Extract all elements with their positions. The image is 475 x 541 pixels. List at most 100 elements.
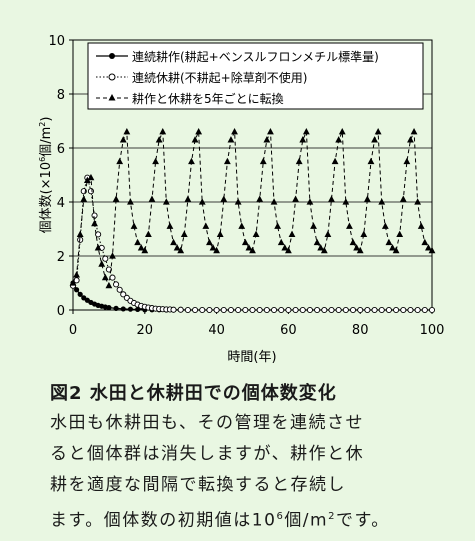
data-point xyxy=(393,306,400,314)
data-point xyxy=(94,244,102,251)
data-point xyxy=(371,306,378,314)
data-point xyxy=(295,157,303,165)
data-point xyxy=(91,212,98,219)
y-axis-title-part1: 個体数(×10 xyxy=(39,162,54,234)
data-point xyxy=(385,306,392,314)
data-point xyxy=(162,198,170,205)
data-point xyxy=(170,238,177,246)
data-point xyxy=(306,306,313,314)
data-point xyxy=(123,128,131,135)
data-point xyxy=(112,195,120,202)
data-point xyxy=(299,306,306,314)
data-point xyxy=(109,274,116,281)
y-tick-label: 8 xyxy=(57,88,65,103)
data-point xyxy=(285,306,292,314)
grid-lines xyxy=(73,93,432,257)
data-point xyxy=(180,230,188,237)
y-axis-title-part3: ) xyxy=(39,117,54,122)
data-point xyxy=(127,198,134,205)
x-tick-label: 40 xyxy=(208,323,225,338)
data-point xyxy=(144,230,152,237)
y-tick-label: 10 xyxy=(48,34,65,49)
x-axis-ticks: 0 20 40 60 80 100 xyxy=(69,310,445,338)
y-tick-label: 6 xyxy=(57,142,65,157)
data-point xyxy=(91,219,98,227)
data-point xyxy=(77,291,83,297)
data-point xyxy=(256,306,263,314)
legend-entry-3: 耕作と休耕を5年ごとに転換 xyxy=(96,91,284,106)
caption-line-1: 水田も休耕田も、その管理を連続させ xyxy=(50,413,364,433)
caption-line-4-exp2: 2 xyxy=(328,511,336,522)
data-point xyxy=(356,246,364,254)
data-point xyxy=(278,306,285,314)
data-point xyxy=(101,273,109,281)
data-point xyxy=(399,195,407,202)
data-point xyxy=(263,306,270,314)
x-axis-title: 時間(年) xyxy=(227,350,276,365)
data-point xyxy=(130,222,138,229)
data-point xyxy=(288,230,296,237)
data-point xyxy=(270,306,278,314)
data-point xyxy=(206,238,213,246)
data-point xyxy=(105,266,112,273)
data-point xyxy=(113,281,120,288)
data-point xyxy=(328,195,335,202)
data-point xyxy=(216,230,224,237)
data-point xyxy=(381,222,389,229)
data-point xyxy=(202,222,210,229)
y-axis-title: 個体数(×106個/m2) xyxy=(38,117,54,234)
x-tick-label: 100 xyxy=(420,323,445,338)
data-point xyxy=(428,306,436,314)
chart: 0 2 4 6 8 10 0 20 40 60 80 100 連続耕作(耕起+ベンスルフロンメチル標… xyxy=(38,34,445,365)
y-tick-label: 0 xyxy=(57,304,65,319)
data-point xyxy=(135,306,141,313)
data-point xyxy=(69,279,77,286)
data-point xyxy=(87,173,95,181)
caption-line-4-part1: ます。個体数の初期値は10 xyxy=(50,510,277,531)
data-point xyxy=(192,306,199,314)
data-point xyxy=(385,238,393,246)
data-point xyxy=(241,238,249,246)
data-point xyxy=(349,238,357,246)
data-point xyxy=(235,306,242,314)
data-point xyxy=(313,238,321,246)
data-point xyxy=(166,222,174,229)
data-point xyxy=(363,195,371,202)
data-point xyxy=(231,128,238,135)
data-point xyxy=(389,244,396,251)
legend-label-1: 連続耕作(耕起+ベンスルフロンメチル標準量) xyxy=(132,49,379,64)
data-point xyxy=(152,157,159,165)
data-point xyxy=(73,277,80,284)
data-point xyxy=(263,136,271,143)
data-point xyxy=(120,291,127,298)
legend: 連続耕作(耕起+ベンスルフロンメチル標準量) 連続休耕(不耕起+除草剤不使用) … xyxy=(87,42,424,110)
data-point xyxy=(119,136,127,143)
data-point xyxy=(414,306,421,314)
data-point xyxy=(173,244,181,251)
caption-line-4-part3: です。 xyxy=(335,510,390,531)
data-point xyxy=(76,230,84,237)
data-point xyxy=(338,128,346,135)
data-point xyxy=(274,222,282,229)
data-point xyxy=(198,198,206,205)
data-point xyxy=(302,128,310,135)
data-point xyxy=(238,222,246,229)
data-point xyxy=(310,222,317,229)
data-point xyxy=(120,306,126,312)
figure-caption-title: 図2 水田と休耕田での個体数変化 xyxy=(50,383,337,404)
y-axis-title-exp1: 6 xyxy=(38,157,47,162)
data-point xyxy=(227,306,235,314)
data-point xyxy=(245,244,253,251)
caption-line-4-exp1: 6 xyxy=(276,511,285,522)
legend-entry-2: 連続休耕(不耕起+除草剤不使用) xyxy=(96,70,307,85)
data-point xyxy=(321,306,328,314)
data-point xyxy=(335,136,343,143)
data-point xyxy=(206,306,213,314)
data-point xyxy=(134,238,142,246)
data-point xyxy=(270,198,278,205)
data-point xyxy=(242,306,249,314)
x-tick-label: 60 xyxy=(280,323,297,338)
data-point xyxy=(285,246,292,254)
data-point xyxy=(421,238,429,246)
data-point xyxy=(73,271,80,278)
